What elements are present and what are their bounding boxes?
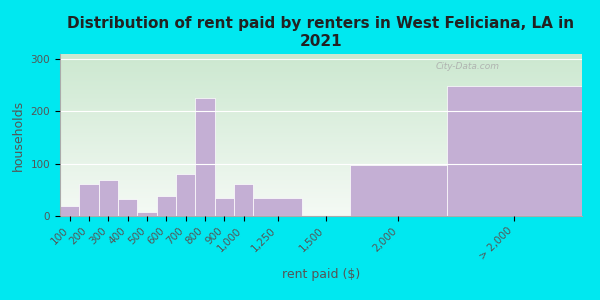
Bar [137,212,157,216]
Bar [253,198,302,216]
Y-axis label: households: households [12,99,25,171]
Bar [196,98,215,216]
Bar [60,206,79,216]
Bar [79,184,98,216]
Bar [234,184,253,216]
Bar [176,174,196,216]
X-axis label: rent paid ($): rent paid ($) [282,268,360,281]
Bar [118,199,137,216]
Bar [157,196,176,216]
Bar [350,165,446,216]
Bar [215,198,234,216]
Bar [98,181,118,216]
Title: Distribution of rent paid by renters in West Feliciana, LA in
2021: Distribution of rent paid by renters in … [67,16,575,49]
Bar [446,86,582,216]
Text: City-Data.com: City-Data.com [435,62,499,71]
